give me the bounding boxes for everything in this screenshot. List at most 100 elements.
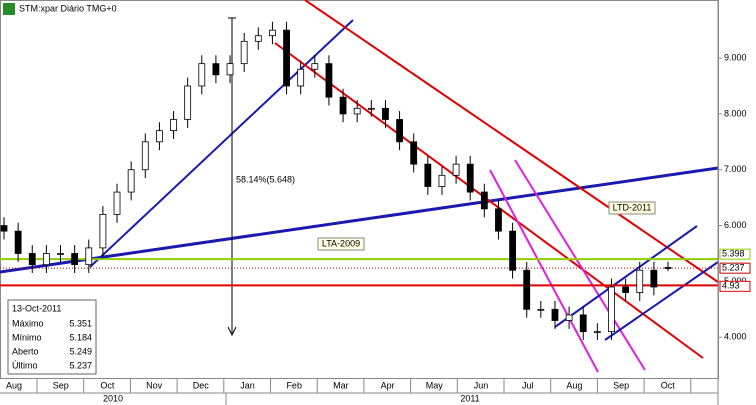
candle-body <box>537 308 545 311</box>
level-label: 4.93 <box>722 281 740 291</box>
candle-body <box>113 191 121 215</box>
y-tick-label: 6.000 <box>724 220 747 230</box>
candle-body <box>14 230 22 254</box>
annotation: 58.14%(5.648) <box>236 174 295 184</box>
candle-body <box>141 141 149 171</box>
trendline <box>554 225 698 328</box>
x-tick-label: Dec <box>193 380 210 390</box>
annotation: LTD-2011 <box>613 202 652 212</box>
candle-body <box>212 63 220 76</box>
candle-body <box>452 163 460 176</box>
y-tick-label: 7.000 <box>724 164 747 174</box>
trendline <box>604 261 719 341</box>
candle-body <box>551 308 559 321</box>
x-tick-label: Sep <box>53 380 69 390</box>
candle-body <box>396 119 403 143</box>
candle-body <box>410 141 418 165</box>
candle-body <box>325 63 333 98</box>
candle-body <box>71 253 79 266</box>
y-tick-label: 9.000 <box>724 52 747 62</box>
level-label: 5.237 <box>722 263 745 273</box>
info-value: 5.184 <box>69 332 92 342</box>
arrow-head <box>227 326 237 337</box>
candle-body <box>240 40 248 65</box>
level-tag <box>719 280 751 292</box>
info-value: 5.249 <box>69 346 92 356</box>
candle-body <box>339 96 347 115</box>
plot-frame <box>0 0 719 379</box>
candle-body <box>480 191 488 210</box>
level-label: 5.398 <box>722 249 745 259</box>
x-tick-label: Feb <box>286 380 302 390</box>
candle-body <box>170 119 177 132</box>
x-tick-label: Jun <box>474 380 489 390</box>
x-tick-label: Nov <box>146 380 163 390</box>
y-tick-label: 8.000 <box>724 108 747 118</box>
x-tick-label: Sep <box>613 380 629 390</box>
candle-body <box>28 253 36 266</box>
info-label: Mínimo <box>12 332 42 342</box>
trendline <box>89 19 354 268</box>
chart-title: STM:xpar Diário TMG+0 <box>19 3 117 13</box>
trendline <box>514 159 646 371</box>
info-label: Aberto <box>12 346 39 356</box>
candle-body <box>664 267 672 269</box>
trendline <box>304 0 719 283</box>
annotation-box <box>317 237 365 251</box>
candle-body <box>608 286 615 333</box>
x-tick-label: May <box>426 380 444 390</box>
candle-body <box>156 130 163 143</box>
x-tick-label: Oct <box>100 380 115 390</box>
candle-body <box>198 63 206 87</box>
candle-body <box>650 269 658 288</box>
annotation: LTA-2009 <box>322 238 360 248</box>
candle-body <box>269 29 276 37</box>
info-date: 13-Oct-2011 <box>12 303 61 313</box>
year-label: 2010 <box>103 393 123 403</box>
x-tick-label: Aug <box>6 380 22 390</box>
y-tick-label: 5.000 <box>724 276 747 286</box>
candle-body <box>495 208 502 232</box>
candle-body <box>184 85 192 120</box>
candle-body <box>283 29 290 87</box>
trendline <box>0 166 719 274</box>
candle-body <box>424 163 432 187</box>
candle-body <box>85 247 93 266</box>
x-tick-label: Jan <box>240 380 255 390</box>
level-tag <box>719 248 751 260</box>
candle-body <box>593 331 601 334</box>
candle-body <box>57 253 64 255</box>
year-label: 2011 <box>460 393 479 403</box>
x-tick-label: Oct <box>661 380 676 390</box>
candle-body <box>353 107 361 115</box>
annotation-box <box>608 201 656 215</box>
info-value: 5.351 <box>69 318 92 328</box>
candle-body <box>509 230 516 271</box>
info-value: 5.237 <box>69 360 92 370</box>
y-tick-label: 4.000 <box>724 332 747 342</box>
candle-body <box>367 107 375 110</box>
candle-body <box>466 163 474 193</box>
trendline <box>489 169 599 373</box>
x-tick-label: Apr <box>381 380 395 390</box>
x-tick-label: Aug <box>566 380 582 390</box>
candle-body <box>636 269 644 293</box>
candle-body <box>99 214 107 249</box>
candle-body <box>565 314 573 321</box>
x-tick-label: Mar <box>333 380 349 390</box>
candle-body <box>226 63 234 76</box>
candle-body <box>254 35 262 42</box>
candle-body <box>622 286 630 293</box>
candle-body <box>297 68 305 87</box>
level-tag <box>719 262 751 274</box>
candle-body <box>523 269 531 310</box>
x-tick-label: Jul <box>522 380 534 390</box>
info-label: Último <box>12 360 38 370</box>
candle-body <box>579 314 587 333</box>
candle-body <box>127 169 135 193</box>
candle-body <box>438 174 446 187</box>
info-label: Máximo <box>12 318 44 328</box>
candle-body <box>311 63 319 70</box>
app-icon <box>3 3 15 15</box>
